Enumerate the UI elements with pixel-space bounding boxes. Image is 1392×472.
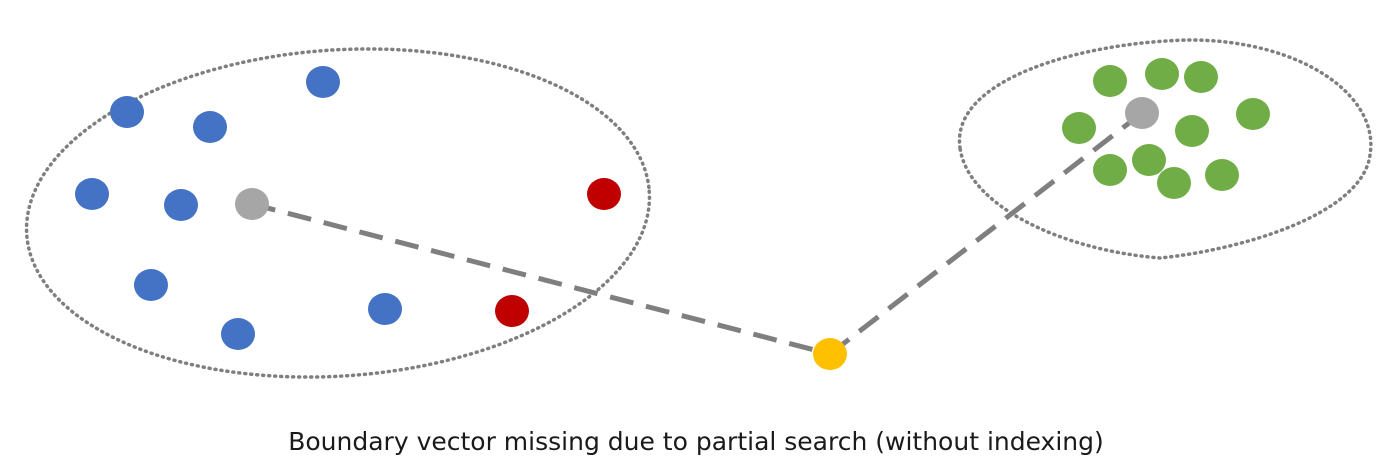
right-cluster-green-point (1093, 154, 1127, 186)
right-cluster-green-point (1132, 144, 1166, 176)
right-cluster-green-point (1205, 159, 1239, 191)
left-cluster-blue-point (110, 96, 144, 128)
right-cluster-green-point (1236, 98, 1270, 130)
right-cluster-green-point (1184, 61, 1218, 93)
left-cluster-blue-point (75, 178, 109, 210)
right-cluster-outline (957, 38, 1373, 260)
right-cluster-green-point (1145, 58, 1179, 90)
left-cluster-outline (24, 47, 652, 379)
left-cluster-blue-point (134, 269, 168, 301)
connector-to-left-centroid (251, 201, 831, 357)
query-point (813, 338, 847, 370)
left-cluster-blue-point (164, 189, 198, 221)
right-cluster-green-point (1093, 65, 1127, 97)
left-cluster-blue-point (221, 318, 255, 350)
left-cluster-blue-point (193, 111, 227, 143)
left-cluster-red-point (587, 178, 621, 210)
caption: Boundary vector missing due to partial s… (288, 427, 1104, 456)
right-cluster-green-point (1157, 167, 1191, 199)
left-cluster-red-point (495, 295, 529, 327)
cluster-diagram (24, 38, 1373, 379)
left-cluster-centroid (235, 188, 269, 220)
right-cluster-centroid (1125, 97, 1159, 129)
connector-to-right-centroid (828, 111, 1144, 356)
right-cluster-green-point (1062, 112, 1096, 144)
left-cluster-blue-point (306, 66, 340, 98)
left-cluster-blue-point (368, 293, 402, 325)
right-cluster-green-point (1175, 115, 1209, 147)
